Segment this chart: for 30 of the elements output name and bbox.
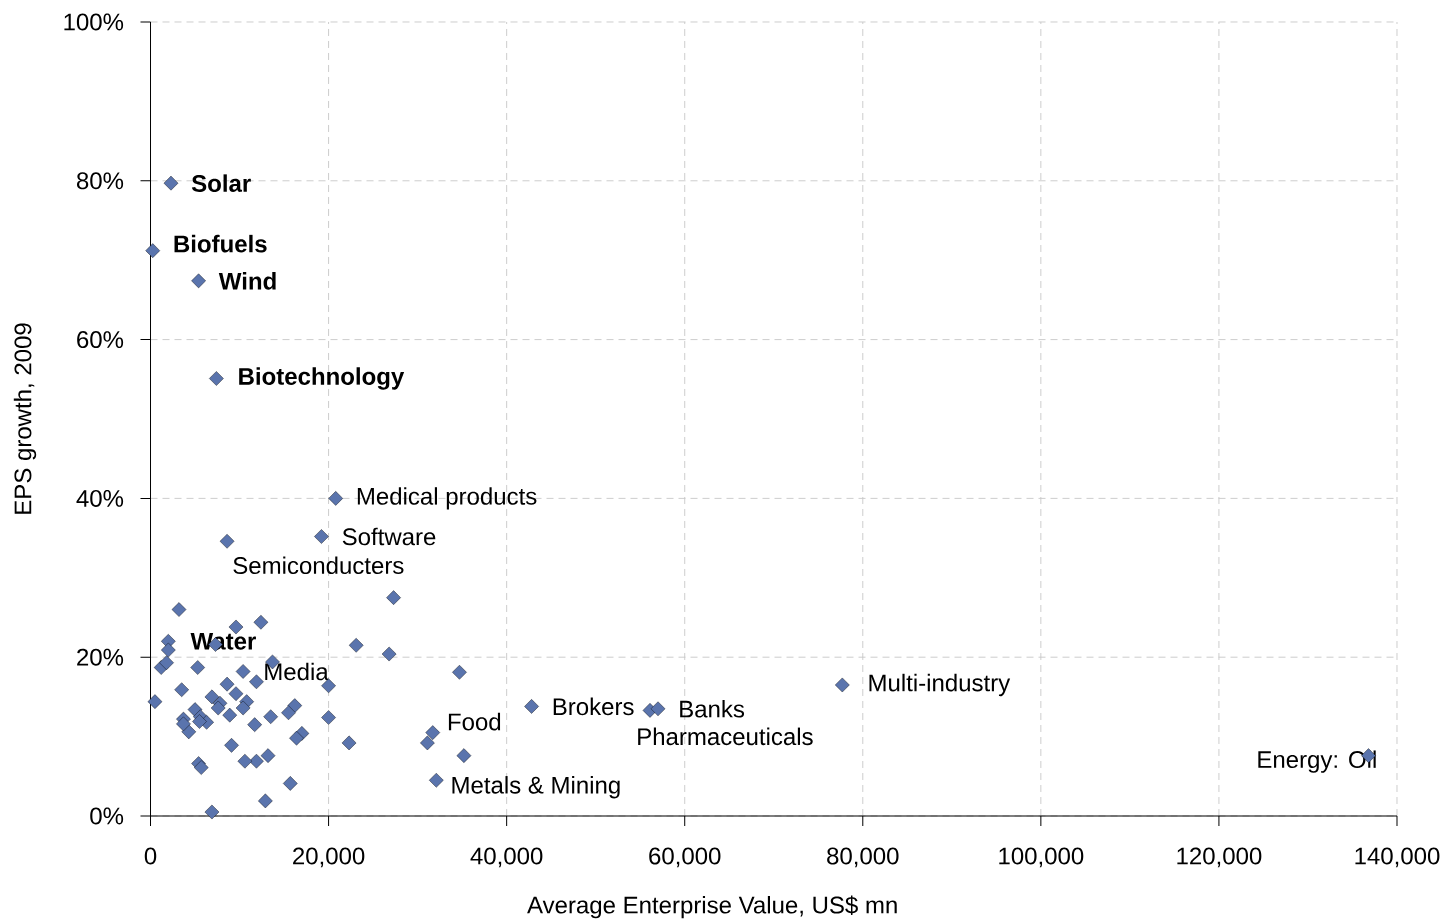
annotation: Banks	[680, 699, 745, 718]
x-axis-title: Average Enterprise Value, US$ mn	[527, 895, 897, 919]
annotation: Brokers	[553, 697, 634, 716]
x-tick-label: 20,000	[293, 847, 365, 868]
x-tick-label: 140,000	[1355, 847, 1440, 868]
y-tick-label: 80%	[76, 172, 124, 190]
annotation: Software	[342, 527, 436, 546]
y-tick-label: 0%	[90, 807, 124, 825]
annotation: Media	[265, 662, 329, 681]
annotation: Food	[448, 712, 501, 731]
x-tick-label: 120,000	[1177, 847, 1262, 868]
annotation: Biotechnology	[239, 367, 405, 390]
y-tick-label: 100%	[64, 13, 124, 31]
x-tick-label: 60,000	[649, 847, 721, 868]
annotation: Biofuels	[174, 234, 267, 253]
y-axis-title: EPS growth, 2009	[13, 323, 37, 514]
annotation: Medical products	[357, 487, 537, 510]
y-tick-label: 40%	[76, 489, 124, 507]
annotation: Multi-industry	[869, 673, 1011, 697]
y-tick-label: 60%	[77, 331, 124, 349]
annotation: Pharmaceuticals	[638, 727, 813, 746]
x-tick-label: 40,000	[470, 847, 543, 868]
annotation: Solar	[191, 174, 251, 192]
x-tick-label: 100,000	[999, 847, 1084, 868]
annotation: Metals & Mining	[452, 776, 620, 799]
annotation: Semiconducters	[233, 556, 404, 575]
annotation: Wind	[218, 272, 276, 290]
y-tick-label: 20%	[77, 648, 124, 666]
x-tick-label: 80,000	[827, 847, 899, 868]
x-tick-label: 0	[144, 847, 157, 865]
